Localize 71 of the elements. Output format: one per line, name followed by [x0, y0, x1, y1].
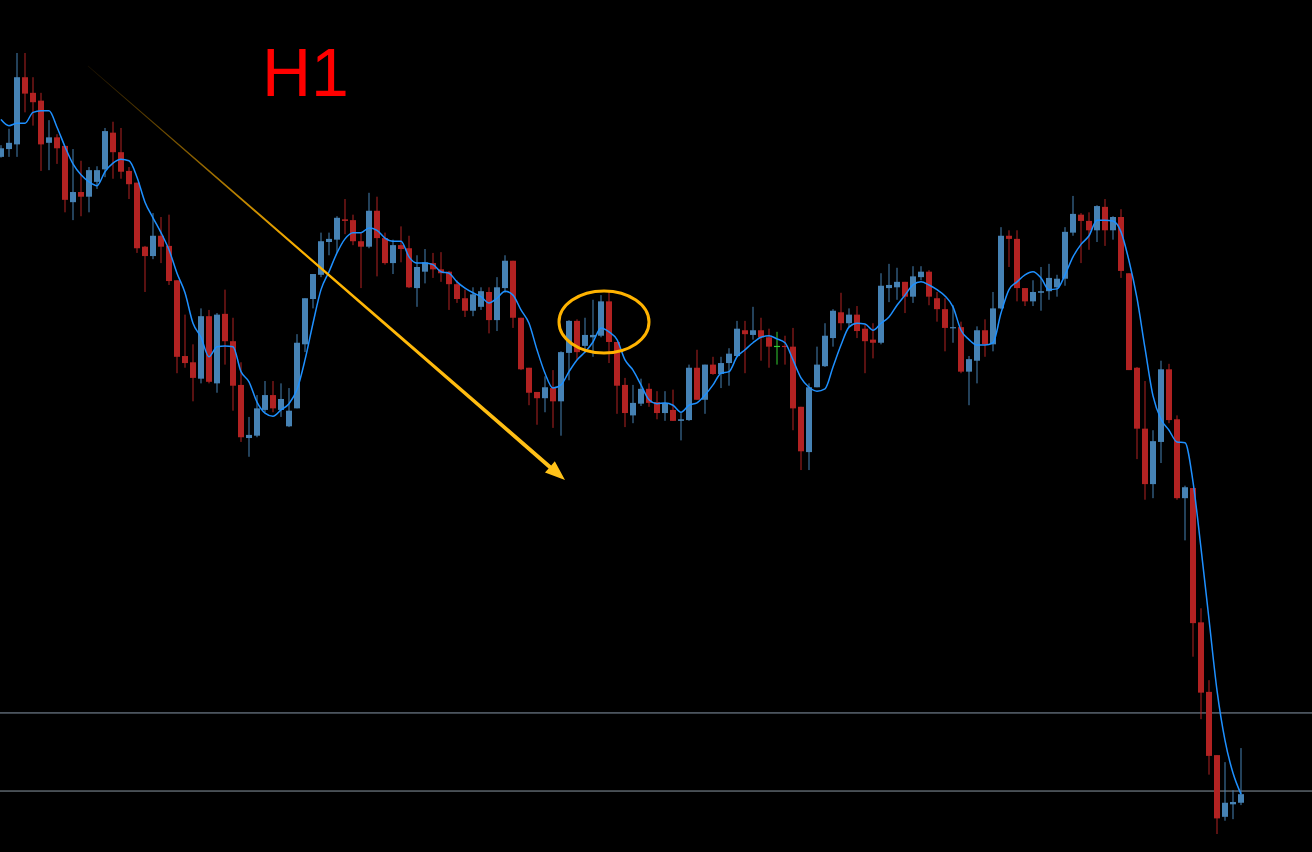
candlestick — [342, 198, 348, 235]
candlestick — [582, 317, 588, 354]
candlestick — [1038, 266, 1044, 312]
candlestick — [534, 391, 540, 426]
candlestick — [350, 214, 356, 246]
candlestick — [78, 160, 84, 217]
candlestick — [110, 121, 116, 180]
candlestick — [462, 289, 468, 318]
candlestick — [758, 317, 764, 362]
candlestick — [550, 369, 556, 429]
candlestick — [150, 212, 156, 260]
candlestick — [838, 292, 844, 331]
candlestick — [710, 356, 716, 376]
candlestick — [750, 306, 756, 341]
candlestick — [894, 267, 900, 301]
candlestick — [326, 232, 332, 256]
candlestick — [6, 128, 12, 158]
candlestick — [470, 286, 476, 317]
candlestick — [1086, 211, 1092, 251]
candlestick — [966, 355, 972, 406]
candlestick — [726, 347, 732, 387]
candlestick — [638, 378, 644, 407]
candlestick — [190, 343, 196, 402]
candlestick — [542, 375, 548, 413]
candlestick — [454, 279, 460, 304]
candlestick — [262, 380, 268, 413]
candlestick — [678, 412, 684, 441]
candlestick — [414, 254, 420, 308]
candlestick — [630, 384, 636, 424]
candlestick — [246, 416, 252, 458]
candlestick — [934, 291, 940, 323]
candlestick — [1030, 279, 1036, 307]
candlestick — [30, 76, 36, 127]
candlestick — [158, 216, 164, 264]
candlestick — [742, 320, 748, 374]
candlestick — [286, 387, 292, 428]
candlestick — [1182, 485, 1188, 541]
candlestick — [142, 245, 148, 293]
annotation: H1 — [262, 34, 349, 110]
candlestick — [870, 322, 876, 359]
candlestick — [846, 307, 852, 328]
candlestick — [814, 346, 820, 388]
candlestick — [910, 265, 916, 304]
candlestick — [334, 215, 340, 254]
candlestick — [942, 297, 948, 352]
candlestick — [918, 265, 924, 281]
candlestick — [862, 324, 868, 374]
candlestick — [886, 263, 892, 303]
candlestick — [1070, 195, 1076, 237]
candlestick — [182, 314, 188, 369]
candlestick — [22, 52, 28, 113]
candlestick — [94, 165, 100, 190]
candlestick — [1006, 229, 1012, 268]
candlestick — [982, 318, 988, 358]
candlestick — [478, 286, 484, 311]
candlestick — [270, 380, 276, 413]
candlestick — [278, 382, 284, 418]
candlestick — [398, 225, 404, 263]
candlestick — [1078, 212, 1084, 264]
candlestick — [70, 148, 76, 221]
candlestick — [390, 239, 396, 275]
candlestick — [358, 232, 364, 289]
candlestick — [766, 328, 772, 369]
candlestick — [854, 305, 860, 339]
candlestick — [1222, 761, 1228, 822]
candlestick — [54, 133, 60, 165]
candlestick — [118, 127, 124, 180]
candlestick — [126, 166, 132, 200]
candlestick — [46, 119, 52, 171]
candlestick — [670, 389, 676, 422]
candlestick — [1238, 747, 1244, 806]
